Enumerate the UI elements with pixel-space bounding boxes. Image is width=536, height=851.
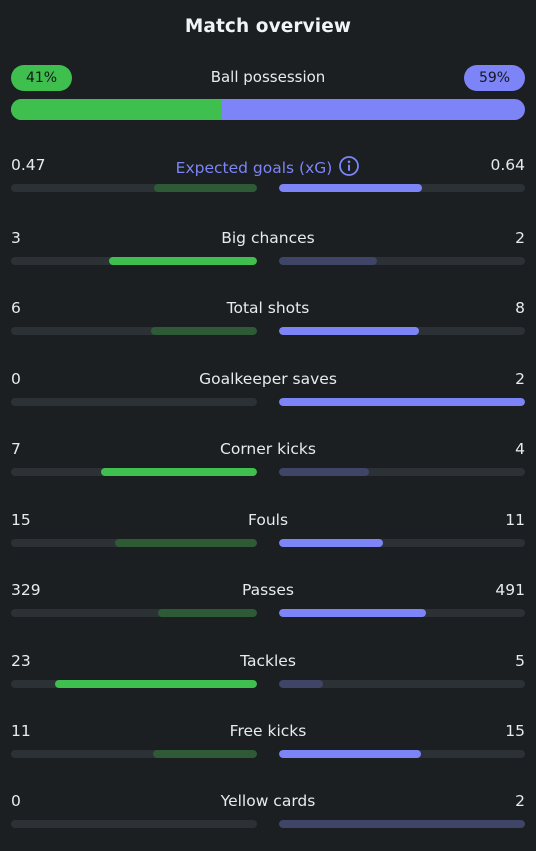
stat-row: 0 Yellow cards 2 (11, 791, 525, 835)
away-stat-fill (279, 680, 324, 688)
stat-label-text: Goalkeeper saves (199, 370, 337, 388)
away-stat-value: 2 (515, 229, 525, 247)
away-stat-bar (279, 468, 525, 476)
away-stat-bar (279, 327, 525, 335)
away-stat-fill (279, 327, 420, 335)
away-stat-fill (279, 257, 378, 265)
stat-row: 11 Free kicks 15 (11, 721, 525, 765)
home-possession-fill (11, 99, 222, 120)
stat-label-text: Corner kicks (220, 440, 316, 458)
home-stat-value: 11 (11, 722, 31, 740)
stat-label: Yellow cards (11, 791, 525, 811)
home-stat-value: 3 (11, 229, 21, 247)
stat-row: 23 Tackles 5 (11, 651, 525, 695)
home-stat-value: 0 (11, 370, 21, 388)
stat-row: 15 Fouls 11 (11, 510, 525, 554)
stat-row: 3 Big chances 2 (11, 228, 525, 272)
stat-row: 6 Total shots 8 (11, 298, 525, 342)
away-stat-fill (279, 609, 427, 617)
away-stat-fill (279, 184, 422, 192)
away-stat-value: 4 (515, 440, 525, 458)
stat-label: Tackles (11, 651, 525, 671)
home-stat-fill (152, 750, 257, 758)
home-stat-bar (11, 327, 257, 335)
home-stat-fill (100, 468, 257, 476)
home-stat-bar (11, 750, 257, 758)
stat-label-text: Yellow cards (220, 792, 316, 810)
home-stat-value: 0 (11, 792, 21, 810)
stat-label-text: Big chances (221, 229, 315, 247)
stat-label: Goalkeeper saves (11, 369, 525, 389)
away-stat-fill (279, 750, 421, 758)
stat-label: Passes (11, 580, 525, 600)
away-stat-bar (279, 539, 525, 547)
stat-row: 329 Passes 491 (11, 580, 525, 624)
away-stat-bar (279, 609, 525, 617)
home-stat-fill (153, 184, 257, 192)
away-stat-value: 11 (505, 511, 525, 529)
away-stat-bar (279, 750, 525, 758)
home-stat-fill (109, 257, 257, 265)
stat-label: Total shots (11, 298, 525, 318)
stat-label: Corner kicks (11, 439, 525, 459)
home-stat-bar (11, 609, 257, 617)
home-stat-bar (11, 680, 257, 688)
stat-label-text: Expected goals (xG) (175, 159, 333, 177)
stat-label: Fouls (11, 510, 525, 530)
stat-row: 0 Goalkeeper saves 2 (11, 369, 525, 413)
home-stat-bar (11, 468, 257, 476)
panel-title: Match overview (184, 16, 352, 37)
home-stat-fill (151, 327, 257, 335)
home-stat-fill (55, 680, 257, 688)
away-stat-value: 8 (515, 299, 525, 317)
away-stat-fill (279, 398, 525, 406)
stat-label-text: Free kicks (229, 722, 307, 740)
home-stat-bar (11, 820, 257, 828)
away-stat-bar (279, 257, 525, 265)
stat-label-text: Fouls (247, 511, 289, 529)
stat-label-text: Total shots (226, 299, 310, 317)
home-stat-bar (11, 257, 257, 265)
away-stat-value: 491 (495, 581, 525, 599)
away-stat-bar (279, 398, 525, 406)
away-stat-value: 15 (505, 722, 525, 740)
away-stat-fill (279, 539, 384, 547)
stat-label[interactable]: Expected goals (xG) (11, 155, 525, 182)
info-icon[interactable] (338, 155, 360, 182)
away-stat-value: 0.64 (490, 156, 525, 174)
home-possession-badge: 41% (11, 65, 72, 91)
home-stat-value: 0.47 (11, 156, 46, 174)
away-stat-bar (279, 184, 525, 192)
stat-row: 0.47 Expected goals (xG) 0.64 (11, 155, 525, 199)
away-stat-value: 2 (515, 792, 525, 810)
home-stat-fill (158, 609, 257, 617)
home-stat-value: 6 (11, 299, 21, 317)
stat-label-text: Passes (242, 581, 294, 599)
away-stat-fill (279, 820, 525, 828)
away-stat-value: 5 (515, 652, 525, 670)
home-stat-bar (11, 539, 257, 547)
stat-label: Big chances (11, 228, 525, 248)
away-stat-bar (279, 680, 525, 688)
stat-row: 7 Corner kicks 4 (11, 439, 525, 483)
away-stat-bar (279, 820, 525, 828)
possession-row: 41% Ball possession 59% (11, 65, 525, 123)
away-possession-badge: 59% (464, 65, 525, 91)
home-stat-value: 15 (11, 511, 31, 529)
stat-label-text: Tackles (240, 652, 296, 670)
possession-bar (11, 99, 525, 120)
home-stat-value: 329 (11, 581, 41, 599)
possession-label: Ball possession (210, 68, 326, 86)
home-stat-bar (11, 398, 257, 406)
away-stat-value: 2 (515, 370, 525, 388)
home-stat-value: 7 (11, 440, 21, 458)
home-stat-value: 23 (11, 652, 31, 670)
home-stat-fill (115, 539, 257, 547)
away-stat-fill (279, 468, 369, 476)
stat-label: Free kicks (11, 721, 525, 741)
home-stat-bar (11, 184, 257, 192)
